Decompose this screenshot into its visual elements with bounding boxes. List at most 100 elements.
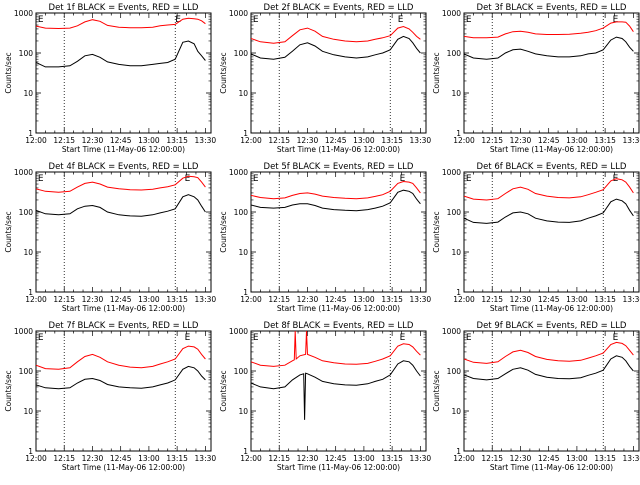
y-tick-label: 1000 — [442, 9, 461, 18]
series-lld-red — [464, 341, 634, 364]
x-tick-label: 12:15 — [481, 136, 503, 145]
x-tick-label: 13:00 — [138, 295, 160, 304]
x-tick-label: 12:00 — [240, 136, 262, 145]
series-events-black — [464, 198, 634, 224]
series-lld-red — [464, 178, 634, 201]
x-tick-label: 12:45 — [538, 454, 560, 463]
series-lld-red — [464, 21, 634, 39]
x-tick-label: 12:45 — [110, 136, 132, 145]
y-axis-label: Counts/sec — [432, 52, 441, 93]
x-axis-label: Start Time (11-May-06 12:00:00) — [490, 145, 613, 154]
y-tick-label: 10 — [238, 89, 248, 98]
x-tick-label: 13:15 — [381, 295, 403, 304]
y-axis-label: Counts/sec — [219, 52, 228, 93]
y-tick-label: 1000 — [442, 168, 461, 177]
y-tick-label: 1000 — [442, 327, 461, 336]
panel-title: Det 9f BLACK = Events, RED = LLD — [477, 321, 627, 331]
plot-frame — [35, 12, 212, 134]
x-tick-label: 12:30 — [82, 295, 104, 304]
x-tick-label: 13:00 — [138, 454, 160, 463]
x-tick-label: 13:15 — [166, 454, 188, 463]
event-marker-label: E — [466, 174, 472, 184]
x-tick-label: 12:30 — [82, 454, 104, 463]
event-marker-label: E — [253, 174, 259, 184]
x-axis-label: Start Time (11-May-06 12:00:00) — [277, 145, 400, 154]
series-events-black — [36, 365, 206, 390]
y-axis-label: Counts/sec — [432, 370, 441, 411]
series-events-black — [36, 40, 206, 68]
x-tick-label: 12:15 — [481, 295, 503, 304]
panel-title: Det 5f BLACK = Events, RED = LLD — [264, 162, 414, 172]
y-tick-label: 10 — [238, 407, 248, 416]
panel-title: Det 1f BLACK = Events, RED = LLD — [49, 3, 199, 13]
x-tick-label: 13:30 — [195, 454, 217, 463]
panel-title: Det 7f BLACK = Events, RED = LLD — [49, 321, 199, 331]
plot-frame — [35, 171, 212, 293]
y-tick-label: 1 — [28, 129, 33, 138]
series-lld-red — [251, 180, 421, 200]
event-marker-label: E — [400, 333, 406, 343]
x-axis-label: Start Time (11-May-06 12:00:00) — [62, 463, 185, 472]
x-tick-label: 13:30 — [623, 136, 640, 145]
plot-frame — [250, 330, 427, 452]
panel-det-6f: Det 6f BLACK = Events, RED = LLD 1 10 100 10… — [432, 162, 640, 313]
x-tick-label: 13:30 — [410, 454, 432, 463]
panel-title: Det 8f BLACK = Events, RED = LLD — [264, 321, 414, 331]
panel-det-5f: Det 5f BLACK = Events, RED = LLD 1 10 100 10… — [219, 162, 431, 313]
event-marker-label: E — [38, 333, 44, 343]
x-axis-label: Start Time (11-May-06 12:00:00) — [62, 304, 185, 313]
panel-title: Det 3f BLACK = Events, RED = LLD — [477, 3, 627, 13]
x-tick-label: 12:15 — [53, 295, 75, 304]
event-marker-label: E — [253, 15, 259, 25]
y-axis-label: Counts/sec — [219, 370, 228, 411]
x-tick-label: 12:00 — [453, 136, 475, 145]
y-axis-label: Counts/sec — [4, 52, 13, 93]
x-tick-label: 12:00 — [25, 454, 47, 463]
x-tick-label: 12:30 — [297, 454, 319, 463]
series-lld-red — [36, 345, 206, 370]
y-tick-label: 10 — [23, 89, 33, 98]
x-tick-label: 13:30 — [195, 136, 217, 145]
x-tick-label: 13:00 — [353, 136, 375, 145]
plot-frame — [463, 171, 640, 293]
y-tick-label: 100 — [447, 367, 462, 376]
y-tick-label: 100 — [19, 208, 34, 217]
x-tick-label: 12:45 — [110, 295, 132, 304]
x-tick-label: 13:15 — [594, 295, 616, 304]
x-tick-label: 12:45 — [325, 454, 347, 463]
panel-det-2f: Det 2f BLACK = Events, RED = LLD 1 10 100 10… — [219, 3, 431, 154]
y-tick-label: 100 — [234, 367, 249, 376]
event-marker-label: E — [466, 333, 472, 343]
y-tick-label: 1 — [28, 288, 33, 297]
panel-det-1f: Det 1f BLACK = Events, RED = LLD 1 10 100 10… — [4, 3, 216, 154]
x-tick-label: 12:30 — [297, 295, 319, 304]
y-tick-label: 100 — [19, 49, 34, 58]
event-marker-label: E — [38, 15, 44, 25]
series-events-black — [251, 189, 421, 212]
x-tick-label: 13:00 — [566, 136, 588, 145]
x-tick-label: 12:00 — [240, 295, 262, 304]
event-marker-label: E — [185, 333, 191, 343]
plot-frame — [463, 330, 640, 452]
x-tick-label: 13:00 — [566, 295, 588, 304]
panel-det-9f: Det 9f BLACK = Events, RED = LLD 1 10 100 10… — [432, 321, 640, 472]
event-marker-label: E — [466, 15, 472, 25]
y-tick-label: 100 — [447, 49, 462, 58]
y-tick-label: 100 — [234, 208, 249, 217]
event-marker-label: E — [185, 174, 191, 184]
x-tick-label: 13:15 — [381, 136, 403, 145]
y-axis-label: Counts/sec — [4, 211, 13, 252]
x-tick-label: 13:15 — [166, 136, 188, 145]
series-events-black — [251, 35, 421, 60]
plot-frame — [250, 171, 427, 293]
x-tick-label: 12:15 — [268, 454, 290, 463]
y-tick-label: 1 — [243, 288, 248, 297]
x-tick-label: 13:15 — [166, 295, 188, 304]
x-tick-label: 12:30 — [510, 295, 532, 304]
panel-det-8f: Det 8f BLACK = Events, RED = LLD 1 10 100 10… — [219, 321, 431, 472]
x-tick-label: 13:00 — [353, 454, 375, 463]
y-tick-label: 100 — [234, 49, 249, 58]
panel-det-7f: Det 7f BLACK = Events, RED = LLD 1 10 100 10… — [4, 321, 216, 472]
x-tick-label: 13:30 — [623, 454, 640, 463]
